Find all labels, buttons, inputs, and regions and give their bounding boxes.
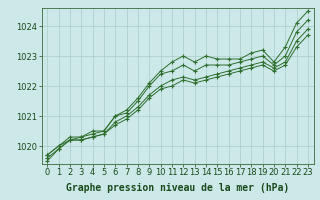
X-axis label: Graphe pression niveau de la mer (hPa): Graphe pression niveau de la mer (hPa)	[66, 183, 289, 193]
